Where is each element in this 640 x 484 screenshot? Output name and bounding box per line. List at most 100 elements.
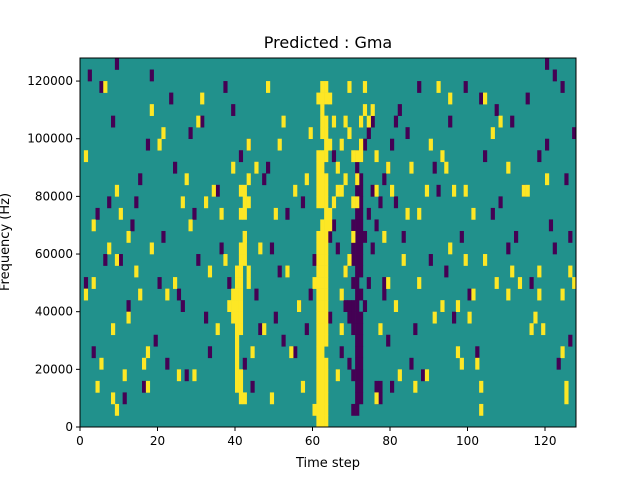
heatmap-cell-low <box>347 311 352 324</box>
heatmap-cell-high <box>242 242 247 255</box>
heatmap-cell-low <box>390 380 395 393</box>
heatmap-cell-high <box>320 127 325 140</box>
heatmap-cell-high <box>386 161 391 174</box>
heatmap-cell-high <box>285 265 290 278</box>
heatmap-cell-high <box>448 92 453 105</box>
heatmap-cell-low <box>382 288 387 301</box>
heatmap-cell-high <box>355 150 360 163</box>
heatmap-cell-low <box>254 288 259 301</box>
heatmap-cell-low <box>351 323 356 336</box>
heatmap-cell-high <box>335 161 340 174</box>
heatmap-cell-high <box>479 403 484 416</box>
heatmap-cell-high <box>316 230 321 243</box>
heatmap-cell-low <box>362 138 368 151</box>
heatmap-cell-high <box>324 115 329 128</box>
heatmap-cell-high <box>316 242 321 255</box>
heatmap-cell-low <box>87 69 92 82</box>
heatmap-cell-high <box>204 196 209 209</box>
heatmap-cell-high <box>463 254 468 266</box>
heatmap-cell-high <box>180 196 185 209</box>
heatmap-cell-high <box>324 415 329 428</box>
heatmap-cell-high <box>103 81 108 93</box>
heatmap-cell-low <box>432 161 437 174</box>
heatmap-cell-low <box>238 150 244 163</box>
heatmap-cell-low <box>359 334 364 347</box>
heatmap-cell-high <box>207 265 213 278</box>
heatmap-cell-high <box>347 127 352 140</box>
heatmap-cell-high <box>231 311 236 324</box>
heatmap-cell-low <box>359 346 364 359</box>
x-tick-label: 80 <box>382 434 397 448</box>
heatmap-cell-high <box>114 184 120 197</box>
heatmap-cell-low <box>293 346 298 359</box>
heatmap-cell-low <box>262 173 267 186</box>
heatmap-cell-high <box>138 288 143 301</box>
heatmap-cell-low <box>180 300 185 312</box>
heatmap-cell-low <box>506 242 511 255</box>
heatmap-cell-high <box>238 369 244 382</box>
heatmap-cell-high <box>238 380 244 393</box>
heatmap-cell-high <box>235 334 240 347</box>
heatmap-cell-high <box>320 219 325 232</box>
heatmap-cell-high <box>235 380 240 393</box>
heatmap-cell-low <box>99 81 104 93</box>
heatmap-cell-high <box>537 288 542 301</box>
heatmap-cell-low <box>494 104 499 116</box>
heatmap-cell-high <box>235 288 240 301</box>
heatmap-cell-low <box>417 81 422 93</box>
heatmap-cell-high <box>362 104 368 116</box>
heatmap-cell-low <box>529 277 534 289</box>
heatmap-cell-low <box>514 230 519 243</box>
heatmap-cell-low <box>428 254 433 266</box>
heatmap-cell-high <box>448 242 453 255</box>
heatmap-cell-high <box>564 392 569 405</box>
heatmap-cell-high <box>83 150 89 163</box>
heatmap-cell-low <box>351 300 356 312</box>
heatmap-cell-high <box>343 265 348 278</box>
plot-frame <box>79 57 577 428</box>
heatmap-cell-low <box>355 323 360 336</box>
heatmap-cell-high <box>238 288 244 301</box>
heatmap-cell-high <box>324 323 329 336</box>
heatmap-cell-low <box>308 288 313 301</box>
heatmap-cell-high <box>300 380 306 393</box>
heatmap-cell-high <box>324 196 329 209</box>
heatmap-cell-high <box>324 369 329 382</box>
heatmap-cell-high <box>339 138 344 151</box>
heatmap-cell-high <box>335 369 340 382</box>
heatmap-cell-low <box>568 230 573 243</box>
heatmap-cell-high <box>134 265 139 278</box>
heatmap-cell-high <box>316 254 321 266</box>
heatmap-cell-high <box>161 127 166 140</box>
heatmap-cell-high <box>359 150 364 163</box>
heatmap-cell-low <box>359 323 364 336</box>
heatmap-cell-low <box>359 392 364 405</box>
heatmap-cell-high <box>343 115 348 128</box>
heatmap-cell-low <box>409 357 414 370</box>
heatmap-cell-high <box>157 138 162 151</box>
heatmap-cell-high <box>320 196 325 209</box>
heatmap-cell-high <box>293 184 298 197</box>
heatmap-cell-high <box>320 415 325 428</box>
heatmap-cell-high <box>521 184 526 197</box>
heatmap-cell-low <box>223 81 228 93</box>
heatmap-cell-high <box>324 184 329 197</box>
heatmap-cell-high <box>320 277 325 289</box>
heatmap-cell-low <box>347 357 352 370</box>
heatmap-cell-low <box>343 300 348 312</box>
heatmap-cell-high <box>320 115 325 128</box>
heatmap-cells <box>80 58 577 428</box>
heatmap-cell-low <box>359 230 364 243</box>
heatmap-cell-low <box>537 150 542 163</box>
heatmap-cell-high <box>424 369 430 382</box>
heatmap-cell-low <box>366 277 371 289</box>
y-tick-label: 40000 <box>35 305 73 319</box>
heatmap-cell-low <box>448 115 453 128</box>
heatmap-cell-high <box>541 323 546 336</box>
heatmap-cell-high <box>324 138 329 151</box>
heatmap-cell-low <box>122 392 127 405</box>
heatmap-cell-high <box>281 115 286 128</box>
heatmap-cell-high <box>405 207 410 220</box>
heatmap-cell-high <box>223 254 228 266</box>
heatmap-cell-high <box>374 392 379 405</box>
